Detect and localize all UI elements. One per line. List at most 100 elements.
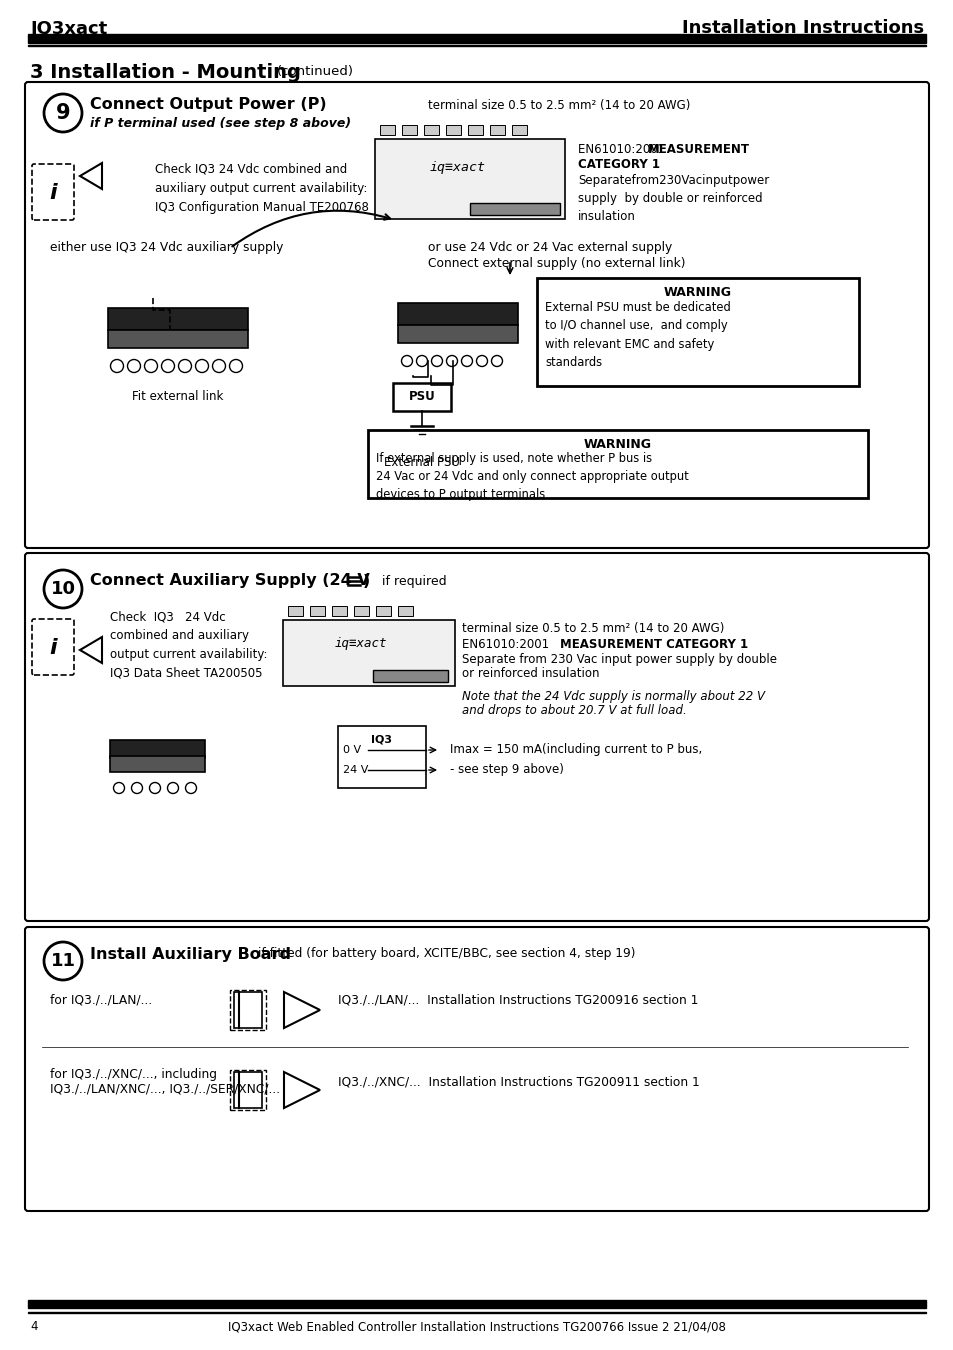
- Circle shape: [446, 355, 457, 366]
- Bar: [108, 329, 248, 348]
- Text: for IQ3./../LAN/...: for IQ3./../LAN/...: [50, 994, 152, 1007]
- Text: Check IQ3 24 Vdc combined and
auxiliary output current availability:
IQ3 Configu: Check IQ3 24 Vdc combined and auxiliary …: [154, 163, 369, 215]
- Text: Connect Auxiliary Supply (24 V: Connect Auxiliary Supply (24 V: [90, 574, 370, 589]
- Circle shape: [161, 359, 174, 373]
- Text: IQ3./../LAN/...  Installation Instructions TG200916 section 1: IQ3./../LAN/... Installation Instruction…: [337, 994, 698, 1007]
- Text: Check  IQ3   24 Vdc
combined and auxiliary
output current availability:
IQ3 Data: Check IQ3 24 Vdc combined and auxiliary …: [110, 610, 267, 680]
- Text: EN61010:2001: EN61010:2001: [461, 639, 553, 651]
- Text: if required: if required: [381, 575, 446, 587]
- Bar: [230, 1071, 266, 1110]
- Text: if fitted (for battery board, XCITE/BBC, see section 4, step 19): if fitted (for battery board, XCITE/BBC,…: [257, 948, 635, 960]
- FancyBboxPatch shape: [32, 163, 74, 220]
- FancyBboxPatch shape: [25, 82, 928, 548]
- Text: terminal size 0.5 to 2.5 mm² (14 to 20 AWG): terminal size 0.5 to 2.5 mm² (14 to 20 A…: [428, 99, 690, 112]
- Text: terminal size 0.5 to 2.5 mm² (14 to 20 AWG): terminal size 0.5 to 2.5 mm² (14 to 20 A…: [461, 622, 723, 634]
- Bar: [354, 606, 369, 616]
- Bar: [397, 302, 517, 325]
- Text: 0 V: 0 V: [343, 745, 361, 755]
- Bar: [110, 740, 205, 757]
- Bar: [470, 202, 559, 215]
- Circle shape: [476, 355, 487, 366]
- Text: Connect Output Power (P): Connect Output Power (P): [90, 97, 326, 112]
- Text: - see step 9 above): - see step 9 above): [450, 764, 563, 776]
- Text: IQ3: IQ3: [371, 734, 392, 744]
- Text: IQ3xact: IQ3xact: [30, 19, 107, 36]
- Bar: [332, 606, 347, 616]
- Bar: [233, 1072, 262, 1108]
- Text: External PSU must be dedicated
to I/O channel use,  and comply
with relevant EMC: External PSU must be dedicated to I/O ch…: [544, 301, 730, 370]
- Text: 10: 10: [51, 580, 75, 598]
- Circle shape: [168, 783, 178, 794]
- Bar: [110, 756, 205, 772]
- Text: or reinforced insulation: or reinforced insulation: [461, 667, 598, 680]
- Circle shape: [128, 359, 140, 373]
- Bar: [423, 126, 438, 135]
- Text: Connect external supply (no external link): Connect external supply (no external lin…: [428, 256, 685, 270]
- Text: Fit external link: Fit external link: [132, 390, 223, 404]
- Text: for IQ3./../XNC/..., including: for IQ3./../XNC/..., including: [50, 1068, 216, 1081]
- Bar: [401, 126, 416, 135]
- Text: i: i: [50, 639, 57, 657]
- Text: ): ): [363, 574, 370, 589]
- Bar: [537, 278, 858, 386]
- Circle shape: [401, 355, 412, 366]
- Bar: [397, 606, 413, 616]
- Text: iq≡xact: iq≡xact: [430, 161, 485, 174]
- Bar: [28, 1300, 925, 1308]
- Bar: [379, 126, 395, 135]
- Text: 3 Installation - Mounting: 3 Installation - Mounting: [30, 62, 300, 81]
- Circle shape: [491, 355, 502, 366]
- Circle shape: [461, 355, 472, 366]
- Text: WARNING: WARNING: [663, 286, 731, 298]
- Text: Note that the 24 Vdc supply is normally about 22 V: Note that the 24 Vdc supply is normally …: [461, 690, 764, 703]
- Text: iq≡xact: iq≡xact: [335, 637, 387, 651]
- Bar: [373, 670, 448, 682]
- Bar: [368, 431, 867, 498]
- Bar: [230, 990, 266, 1030]
- Text: Imax = 150 mA(including current to P bus,: Imax = 150 mA(including current to P bus…: [450, 744, 701, 756]
- Circle shape: [416, 355, 427, 366]
- Bar: [233, 992, 262, 1027]
- Circle shape: [150, 783, 160, 794]
- Text: PSU: PSU: [408, 390, 435, 402]
- Bar: [490, 126, 504, 135]
- Text: or use 24 Vdc or 24 Vac external supply: or use 24 Vdc or 24 Vac external supply: [428, 240, 672, 254]
- Bar: [108, 308, 248, 329]
- Bar: [397, 325, 517, 343]
- Bar: [375, 139, 564, 219]
- Circle shape: [185, 783, 196, 794]
- Text: MEASUREMENT: MEASUREMENT: [647, 143, 749, 157]
- Text: IQ3./../XNC/...  Installation Instructions TG200911 section 1: IQ3./../XNC/... Installation Instruction…: [337, 1076, 699, 1088]
- Bar: [512, 126, 526, 135]
- Bar: [393, 383, 451, 410]
- Text: EN61010:2001: EN61010:2001: [578, 143, 668, 157]
- Bar: [468, 126, 482, 135]
- Text: either use IQ3 24 Vdc auxiliary supply: either use IQ3 24 Vdc auxiliary supply: [50, 240, 283, 254]
- Text: If external supply is used, note whether P bus is
24 Vac or 24 Vdc and only conn: If external supply is used, note whether…: [375, 452, 688, 501]
- Bar: [28, 45, 925, 46]
- Text: IQ3./../LAN/XNC/..., IQ3./../SER/XNC/...: IQ3./../LAN/XNC/..., IQ3./../SER/XNC/...: [50, 1083, 280, 1096]
- Text: (continued): (continued): [276, 66, 354, 78]
- Circle shape: [113, 783, 125, 794]
- Text: MEASUREMENT CATEGORY 1: MEASUREMENT CATEGORY 1: [559, 639, 747, 651]
- Text: IQ3xact Web Enabled Controller Installation Instructions TG200766 Issue 2 21/04/: IQ3xact Web Enabled Controller Installat…: [228, 1320, 725, 1334]
- Text: 24 V: 24 V: [343, 765, 368, 775]
- Circle shape: [111, 359, 123, 373]
- Text: 11: 11: [51, 952, 75, 971]
- Text: WARNING: WARNING: [583, 437, 651, 451]
- Text: Separatefrom230Vacinputpower
supply  by double or reinforced
insulation: Separatefrom230Vacinputpower supply by d…: [578, 174, 768, 223]
- Bar: [28, 1311, 925, 1314]
- Bar: [288, 606, 303, 616]
- FancyBboxPatch shape: [32, 620, 74, 675]
- Circle shape: [195, 359, 209, 373]
- Bar: [375, 606, 391, 616]
- Circle shape: [213, 359, 225, 373]
- Circle shape: [144, 359, 157, 373]
- Text: if P terminal used (see step 8 above): if P terminal used (see step 8 above): [90, 117, 351, 131]
- Circle shape: [132, 783, 142, 794]
- Bar: [337, 726, 426, 788]
- Circle shape: [431, 355, 442, 366]
- Text: 4: 4: [30, 1320, 37, 1334]
- Text: 9: 9: [55, 103, 71, 123]
- Text: Install Auxiliary Board: Install Auxiliary Board: [90, 946, 291, 961]
